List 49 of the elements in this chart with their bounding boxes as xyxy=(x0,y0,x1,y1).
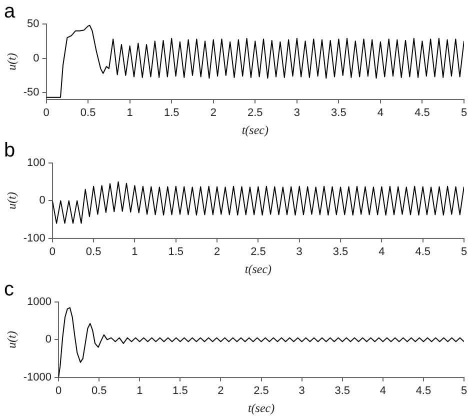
x-tick-label: 3 xyxy=(296,246,302,258)
y-tick-label: 0 xyxy=(33,52,40,64)
x-tick-label: 4.5 xyxy=(415,246,430,258)
x-tick-label: 0.5 xyxy=(91,385,107,398)
y-tick-label: 1000 xyxy=(27,296,52,308)
x-tick-label: 1.5 xyxy=(172,385,188,398)
x-tick-label: 0.5 xyxy=(86,246,102,258)
y-axis-title: u(t) xyxy=(4,331,18,348)
x-tick-label: 3 xyxy=(298,385,305,398)
x-tick-label: 5 xyxy=(460,246,468,258)
x-tick-label: 1 xyxy=(126,107,133,120)
x-tick-label: 2 xyxy=(214,246,220,258)
x-tick-label: 3.5 xyxy=(331,107,346,120)
y-tick-label: 50 xyxy=(27,18,40,30)
x-tick-label: 4.5 xyxy=(416,385,432,398)
chart-title: c xyxy=(4,278,14,301)
y-axis-title: u(t) xyxy=(4,53,18,70)
y-tick-label: 100 xyxy=(27,157,46,170)
x-tick-label: 1 xyxy=(132,246,138,258)
x-tick-label: 4 xyxy=(377,107,384,120)
x-tick-label: 3.5 xyxy=(332,246,348,258)
x-tick-label: 1.5 xyxy=(164,107,180,120)
x-axis-title: t(sec) xyxy=(242,122,268,137)
y-tick-label: 0 xyxy=(39,194,46,207)
y-tick-label: -50 xyxy=(23,86,40,99)
x-tick-label: 5 xyxy=(460,385,468,398)
x-tick-label: 5 xyxy=(460,107,468,120)
x-tick-label: 2 xyxy=(218,385,224,398)
chart-title: a xyxy=(4,0,16,23)
x-tick-label: 1 xyxy=(136,385,143,398)
x-axis-title: t(sec) xyxy=(248,400,275,415)
x-tick-label: 4 xyxy=(380,385,386,398)
x-tick-label: 3 xyxy=(294,107,300,120)
y-axis-title: u(t) xyxy=(4,192,18,210)
x-tick-label: 2 xyxy=(210,107,216,120)
y-tick-label: -100 xyxy=(23,232,46,244)
y-tick-label: 0 xyxy=(45,334,52,346)
x-tick-label: 2.5 xyxy=(248,107,263,120)
y-tick-label: -1000 xyxy=(23,371,52,384)
x-tick-label: 1.5 xyxy=(168,246,184,258)
x-tick-label: 2.5 xyxy=(250,246,266,258)
x-tick-label: 0.5 xyxy=(80,107,96,120)
x-axis-title: t(sec) xyxy=(244,262,272,276)
x-tick-label: 4.5 xyxy=(414,107,430,120)
x-tick-label: 2.5 xyxy=(254,385,269,398)
x-tick-label: 3.5 xyxy=(334,385,350,398)
x-tick-label: 0 xyxy=(55,385,62,398)
chart-title: b xyxy=(4,140,16,162)
x-tick-label: 4 xyxy=(378,246,385,258)
